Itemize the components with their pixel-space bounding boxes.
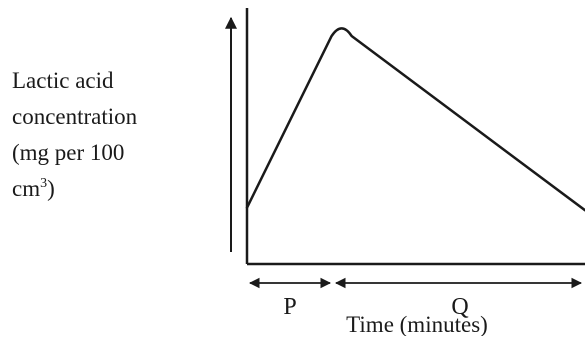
y-axis-label-superscript: 3	[40, 176, 47, 191]
period-p-label: P	[283, 294, 296, 320]
y-axis-label: Lactic acid concentration (mg per 100 cm…	[12, 68, 138, 201]
series-line-lactic-acid	[245, 27, 585, 212]
y-axis-label-line2: concentration	[12, 104, 138, 129]
period-q-label: Q	[451, 294, 468, 320]
y-axis-label-cm: cm	[12, 176, 40, 201]
y-axis-label-close: )	[47, 176, 55, 201]
y-axis-label-line3: (mg per 100	[12, 140, 124, 165]
x-axis-label: Time (minutes)	[346, 312, 488, 336]
y-axis-label-line1: Lactic acid	[12, 68, 114, 93]
y-axis-label-line4: cm3)	[12, 176, 55, 201]
